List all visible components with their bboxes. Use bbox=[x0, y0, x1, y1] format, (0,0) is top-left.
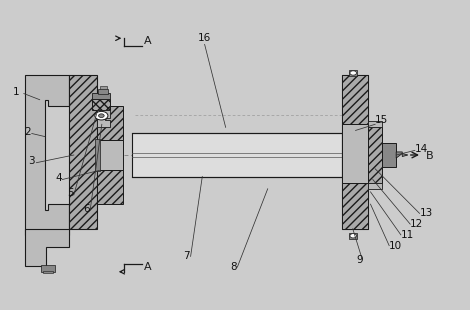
Text: 14: 14 bbox=[415, 144, 428, 154]
Bar bbox=[349, 70, 357, 76]
Text: 12: 12 bbox=[410, 219, 423, 229]
Text: A: A bbox=[143, 262, 151, 272]
Bar bbox=[382, 143, 396, 167]
Text: B: B bbox=[426, 151, 433, 161]
Circle shape bbox=[350, 234, 356, 238]
Text: 8: 8 bbox=[230, 262, 237, 272]
Bar bbox=[368, 183, 382, 189]
Bar bbox=[69, 75, 97, 229]
Circle shape bbox=[99, 114, 104, 117]
Polygon shape bbox=[396, 152, 408, 158]
Bar bbox=[343, 75, 368, 229]
Text: 11: 11 bbox=[401, 230, 414, 240]
Bar bbox=[95, 139, 100, 171]
Circle shape bbox=[95, 111, 108, 120]
Bar bbox=[368, 121, 382, 127]
Text: 2: 2 bbox=[24, 127, 31, 137]
Bar bbox=[97, 170, 123, 204]
Bar bbox=[349, 233, 357, 239]
Text: 1: 1 bbox=[13, 87, 20, 97]
Polygon shape bbox=[25, 229, 69, 266]
Text: A: A bbox=[143, 36, 151, 46]
Text: 6: 6 bbox=[83, 204, 90, 214]
Text: 16: 16 bbox=[197, 33, 211, 43]
Text: 9: 9 bbox=[356, 255, 363, 264]
Bar bbox=[98, 89, 109, 94]
Text: 13: 13 bbox=[420, 208, 433, 219]
Bar bbox=[368, 127, 382, 183]
Polygon shape bbox=[25, 75, 69, 235]
Text: 7: 7 bbox=[184, 251, 190, 261]
Circle shape bbox=[350, 71, 356, 75]
Text: 5: 5 bbox=[67, 188, 73, 198]
Bar bbox=[93, 99, 110, 110]
Text: 3: 3 bbox=[29, 156, 35, 166]
Bar bbox=[93, 93, 110, 99]
Bar bbox=[41, 265, 55, 272]
Bar bbox=[132, 134, 343, 176]
Bar bbox=[343, 124, 368, 183]
Polygon shape bbox=[97, 110, 110, 127]
Text: 4: 4 bbox=[55, 173, 62, 183]
Bar bbox=[343, 183, 368, 229]
Bar bbox=[97, 140, 123, 170]
Bar bbox=[43, 271, 53, 273]
Bar bbox=[343, 75, 368, 124]
Bar bbox=[100, 86, 107, 89]
Text: 10: 10 bbox=[389, 241, 402, 251]
Text: 15: 15 bbox=[375, 115, 388, 125]
Bar bbox=[97, 106, 123, 140]
